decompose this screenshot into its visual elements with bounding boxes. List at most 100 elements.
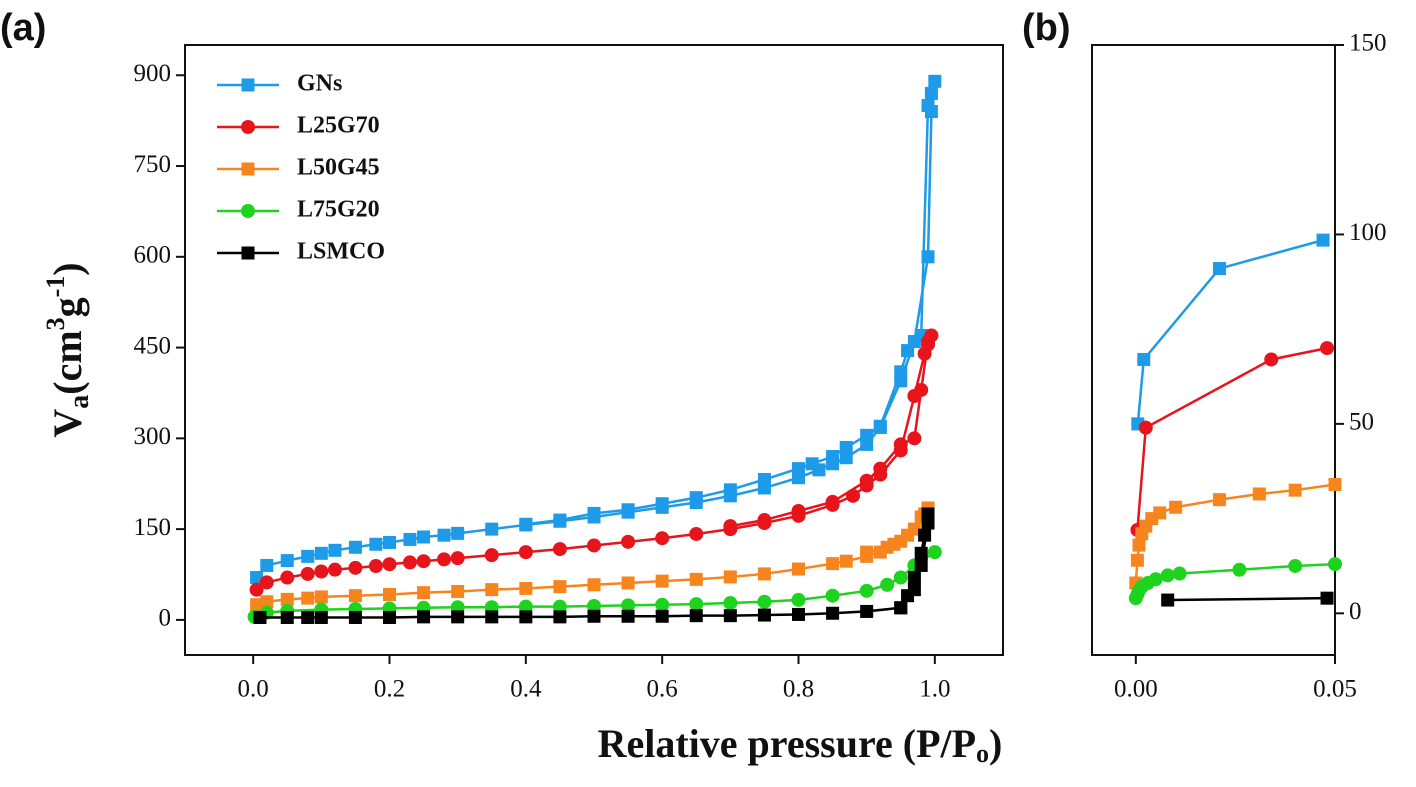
x-axis-label-part: o <box>976 739 989 768</box>
marker <box>826 606 840 620</box>
marker <box>484 548 499 563</box>
marker <box>417 586 431 600</box>
marker <box>1320 341 1335 356</box>
marker <box>921 99 935 113</box>
plot-frame <box>1091 44 1336 656</box>
marker <box>383 535 396 549</box>
y-tick-label: 750 <box>134 151 172 178</box>
marker <box>280 592 294 606</box>
y-tick-label: 0 <box>1349 598 1362 625</box>
marker <box>655 597 670 612</box>
marker <box>894 601 908 615</box>
marker <box>791 592 806 607</box>
marker <box>518 599 533 614</box>
marker <box>587 598 601 613</box>
marker <box>417 530 431 544</box>
marker <box>348 560 363 575</box>
marker <box>327 562 342 577</box>
marker <box>348 540 362 554</box>
series-line <box>1167 596 1328 602</box>
marker <box>880 540 894 554</box>
marker <box>1252 487 1266 501</box>
x-tick-label: 0.6 <box>647 676 678 703</box>
marker <box>757 513 772 528</box>
marker <box>859 473 874 488</box>
marker <box>757 608 771 622</box>
marker <box>757 594 772 609</box>
marker <box>552 599 567 614</box>
marker <box>403 532 417 546</box>
marker <box>1328 557 1342 572</box>
y-axis-label-part: ) <box>45 262 90 275</box>
marker <box>894 365 908 379</box>
marker <box>552 542 567 557</box>
marker <box>587 578 601 592</box>
marker <box>250 598 264 612</box>
marker <box>314 590 328 604</box>
marker <box>301 549 315 563</box>
x-axis-label-part: Relative pressure (P/P <box>598 721 976 766</box>
marker <box>918 528 932 542</box>
y-tick-label: 300 <box>134 423 172 450</box>
x-tick-label: 0.2 <box>374 676 405 703</box>
marker <box>757 473 771 487</box>
marker <box>894 534 908 548</box>
legend-label: L75G20 <box>297 197 380 223</box>
marker <box>437 552 452 567</box>
marker <box>825 494 840 509</box>
marker <box>368 559 383 574</box>
marker <box>314 610 328 624</box>
marker <box>402 555 417 570</box>
x-tick-label: 0.05 <box>1313 676 1357 703</box>
legend-marker <box>241 204 255 218</box>
marker <box>519 610 533 624</box>
marker <box>1320 591 1334 605</box>
marker <box>791 503 806 518</box>
marker <box>723 595 738 610</box>
marker <box>519 581 533 595</box>
marker <box>914 382 929 397</box>
y-axis-label-part: a <box>64 395 95 409</box>
y-axis-label-part: (cm <box>45 330 90 394</box>
marker <box>485 610 499 624</box>
y-axis-label-part: g <box>45 297 90 317</box>
marker <box>1172 566 1187 581</box>
marker <box>621 576 635 590</box>
marker <box>689 491 703 505</box>
y-axis-label-part: -1 <box>41 276 70 298</box>
marker <box>655 497 669 511</box>
marker <box>587 609 601 623</box>
marker <box>1288 558 1303 573</box>
legend-label: GNs <box>297 71 342 97</box>
marker <box>924 86 938 100</box>
y-axis-label-part: 3 <box>41 317 70 330</box>
y-tick-label: 0 <box>159 605 172 632</box>
marker <box>1328 478 1342 492</box>
marker <box>437 528 451 542</box>
marker <box>518 545 533 560</box>
marker <box>250 571 264 585</box>
marker <box>826 450 840 464</box>
marker <box>907 583 921 597</box>
series-line <box>1136 238 1324 424</box>
marker <box>301 591 315 605</box>
marker <box>519 517 533 531</box>
marker <box>621 503 635 517</box>
legend-marker <box>241 78 255 92</box>
marker <box>1137 352 1151 366</box>
marker <box>792 562 805 576</box>
marker <box>451 610 465 624</box>
marker <box>723 519 738 534</box>
marker <box>860 428 874 442</box>
x-tick-label: 0.0 <box>238 676 269 703</box>
marker <box>451 584 465 598</box>
marker <box>893 570 908 585</box>
marker <box>839 440 853 454</box>
marker <box>655 574 669 588</box>
marker <box>689 597 704 612</box>
marker <box>1232 562 1247 577</box>
marker <box>893 437 908 452</box>
marker <box>1161 593 1175 607</box>
marker <box>880 577 895 592</box>
